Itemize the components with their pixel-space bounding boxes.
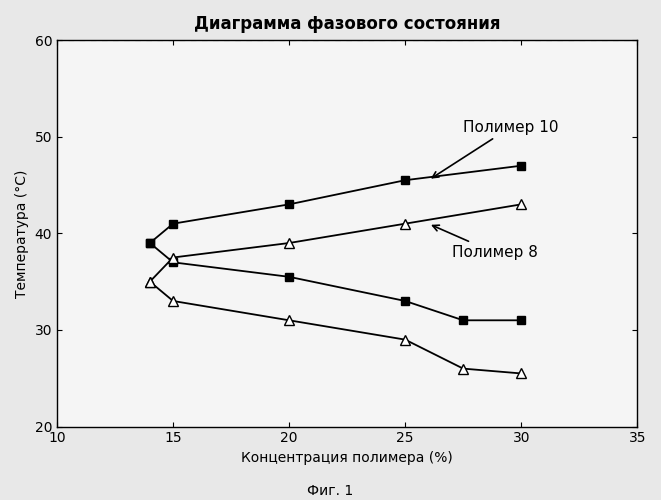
Text: Полимер 10: Полимер 10 [432, 120, 559, 178]
Y-axis label: Температура (°C): Температура (°C) [15, 169, 29, 298]
Text: Полимер 8: Полимер 8 [433, 225, 537, 260]
Title: Диаграмма фазового состояния: Диаграмма фазового состояния [194, 15, 500, 33]
X-axis label: Концентрация полимера (%): Концентрация полимера (%) [241, 451, 453, 465]
Text: Фиг. 1: Фиг. 1 [307, 484, 354, 498]
